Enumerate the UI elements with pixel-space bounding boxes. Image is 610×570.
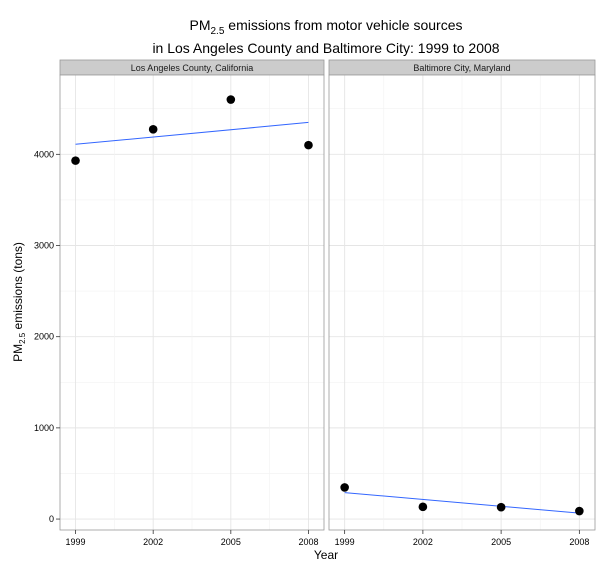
y-axis: 0 1000 2000 3000 4000 (34, 149, 60, 524)
data-point (71, 156, 80, 165)
y-tick-label: 2000 (34, 332, 54, 342)
data-point (148, 125, 158, 134)
x-axis-panel-1: 1999 2002 2005 2008 (66, 530, 318, 547)
chart-title-line1: PM2.5 emissions from motor vehicle sourc… (190, 17, 463, 37)
x-tick-label: 2002 (413, 537, 433, 547)
x-tick-label: 2008 (569, 537, 589, 547)
x-tick-label: 2008 (298, 537, 318, 547)
x-tick-label: 1999 (335, 537, 355, 547)
y-tick-label: 4000 (34, 149, 54, 159)
panel-2: Baltimore City, Maryland (328, 59, 596, 531)
panel-strip-label: Los Angeles County, California (131, 63, 253, 73)
data-point (496, 502, 506, 512)
panel-1: Los Angeles County, California (59, 59, 325, 531)
x-axes: 1999 2002 2005 2008 1999 2002 2005 2008 (66, 530, 589, 547)
y-tick-label: 3000 (34, 241, 54, 251)
y-tick-label: 0 (49, 514, 54, 524)
data-point (418, 502, 428, 512)
chart-title-line2: in Los Angeles County and Baltimore City… (152, 40, 499, 56)
x-tick-label: 2002 (143, 537, 163, 547)
trend-line (344, 492, 580, 514)
data-point (575, 506, 584, 516)
panel-border (59, 74, 325, 531)
data-point (340, 483, 349, 492)
data-point (304, 140, 313, 150)
y-tick-label: 1000 (34, 423, 54, 433)
panel-strip-label: Baltimore City, Maryland (413, 63, 510, 73)
facet-panels: Los Angeles County, California Baltimore … (59, 59, 596, 531)
x-axis-title: Year (314, 548, 338, 562)
x-tick-label: 2005 (221, 537, 241, 547)
x-tick-label: 1999 (66, 537, 86, 547)
x-axis-panel-2: 1999 2002 2005 2008 (335, 530, 589, 547)
x-tick-label: 2005 (491, 537, 511, 547)
panel-border (328, 74, 596, 531)
trend-line (75, 121, 309, 145)
y-axis-title: PM2.5 emissions (tons) (11, 242, 27, 362)
data-point (226, 95, 236, 104)
